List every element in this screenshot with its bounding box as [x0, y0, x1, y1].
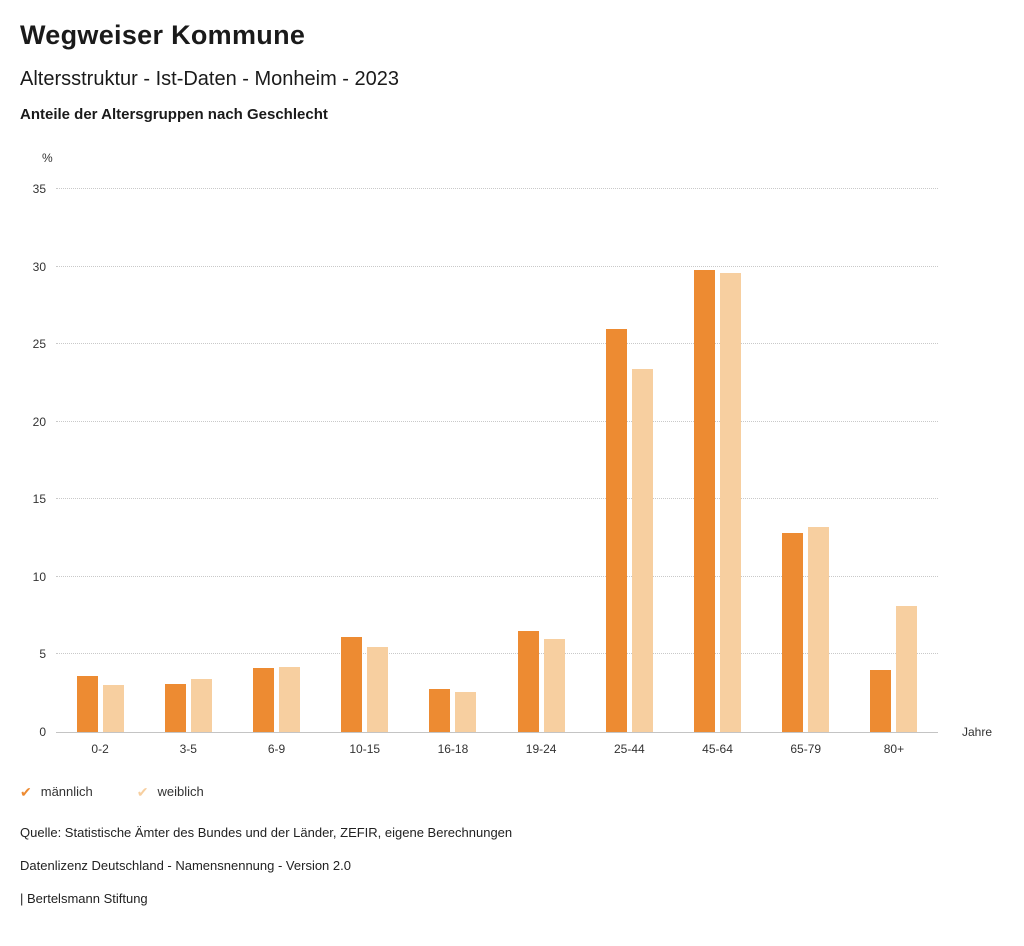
bar-chart: % Jahre 0 5 10 15 20 25 30 35 0-2 3-5 6-9 10-15 16-…: [33, 151, 992, 756]
x-tick-label-0-2: 0-2: [91, 742, 109, 756]
gridline-35: [56, 188, 938, 189]
bar-männlich-65-79[interactable]: [782, 533, 804, 732]
bar-männlich-80+[interactable]: [870, 669, 892, 732]
y-tick-label-5: 5: [39, 647, 46, 662]
y-tick-label-20: 20: [32, 414, 46, 429]
bar-männlich-45-64[interactable]: [694, 269, 716, 732]
attribution-text: | Bertelsmann Stiftung: [20, 891, 148, 906]
bar-männlich-10-15[interactable]: [341, 637, 363, 732]
legend-item-männlich[interactable]: ✔ männlich: [20, 784, 93, 799]
x-axis-unit-label: Jahre: [961, 725, 992, 739]
x-tick-label-45-64: 45-64: [702, 742, 733, 756]
gridline-10: [56, 575, 938, 577]
y-tick-label-15: 15: [32, 492, 46, 507]
bar-männlich-19-24[interactable]: [517, 631, 539, 732]
bar-weiblich-0-2[interactable]: [102, 685, 124, 732]
bar-weiblich-45-64[interactable]: [720, 272, 742, 732]
bar-weiblich-6-9[interactable]: [279, 666, 300, 732]
bar-weiblich-19-24[interactable]: [543, 638, 565, 732]
chart-page: Wegweiser Kommune Altersstruktur - Ist-D…: [20, 20, 1004, 906]
bar-weiblich-65-79[interactable]: [808, 527, 830, 732]
bar-weiblich-16-18[interactable]: [455, 691, 477, 732]
bar-group-80+: [850, 189, 938, 732]
gridline-15: [56, 498, 938, 500]
bar-weiblich-10-15[interactable]: [367, 646, 389, 732]
gridline-5: [56, 653, 938, 655]
x-tick-label-10-15: 10-15: [349, 742, 381, 756]
y-tick-label-30: 30: [32, 259, 46, 274]
x-tick-label-80+: 80+: [883, 742, 905, 756]
bar-weiblich-80+[interactable]: [896, 606, 918, 732]
bar-männlich-25-44[interactable]: [605, 328, 627, 732]
bar-group-6-9: [232, 189, 320, 732]
x-axis-labels: 0-2 3-5 6-9 10-15 16-18 19-24 25-44 45-64 65-79 8…: [56, 742, 938, 756]
bar-männlich-6-9[interactable]: [253, 668, 274, 732]
bar-männlich-16-18[interactable]: [429, 688, 451, 732]
bar-group-0-2: [56, 189, 144, 732]
bar-groups: [56, 189, 938, 732]
bar-weiblich-25-44[interactable]: [631, 368, 653, 732]
bar-weiblich-3-5[interactable]: [190, 679, 212, 732]
x-tick-label-16-18: 16-18: [437, 742, 469, 756]
y-axis-unit-label: %: [42, 151, 53, 165]
legend-item-weiblich[interactable]: ✔ weiblich: [137, 784, 204, 799]
source-text: Quelle: Statistische Ämter des Bundes un…: [20, 825, 513, 840]
bar-männlich-0-2[interactable]: [76, 676, 98, 732]
chart-legend: ✔ männlich ✔ weiblich: [20, 784, 1004, 799]
bar-group-25-44: [585, 189, 673, 732]
y-tick-label-35: 35: [32, 182, 46, 196]
license-text: Datenlizenz Deutschland - Namensnennung …: [20, 858, 351, 873]
gridline-25: [56, 343, 938, 345]
bar-group-16-18: [409, 189, 497, 732]
chart-subsubtitle: Anteile der Altersgruppen nach Geschlech…: [20, 106, 328, 123]
x-tick-label-19-24: 19-24: [525, 742, 557, 756]
x-tick-label-3-5: 3-5: [179, 742, 197, 756]
legend-label: weiblich: [157, 784, 204, 799]
bar-group-45-64: [673, 189, 761, 732]
x-tick-label-25-44: 25-44: [613, 742, 645, 756]
bar-group-10-15: [321, 189, 409, 732]
x-tick-label-6-9: 6-9: [267, 742, 286, 756]
legend-label: männlich: [40, 784, 93, 799]
check-icon: ✔: [136, 783, 149, 800]
bar-group-3-5: [144, 189, 232, 732]
gridline-30: [56, 265, 938, 267]
x-tick-label-65-79: 65-79: [790, 742, 822, 756]
chart-footer: Quelle: Statistische Ämter des Bundes un…: [20, 825, 1004, 906]
check-icon: ✔: [20, 783, 32, 800]
page-title: Wegweiser Kommune: [20, 20, 306, 50]
y-tick-label-10: 10: [32, 569, 46, 584]
plot-area: Jahre 0 5 10 15 20 25 30 35: [33, 182, 992, 739]
y-tick-label-0: 0: [39, 725, 46, 739]
bar-group-65-79: [762, 189, 850, 732]
y-tick-label-25: 25: [32, 337, 46, 352]
chart-subtitle: Altersstruktur - Ist-Daten - Monheim - 2…: [20, 68, 400, 90]
bar-group-19-24: [497, 189, 585, 732]
gridline-20: [56, 420, 938, 422]
bar-männlich-3-5[interactable]: [164, 683, 186, 732]
